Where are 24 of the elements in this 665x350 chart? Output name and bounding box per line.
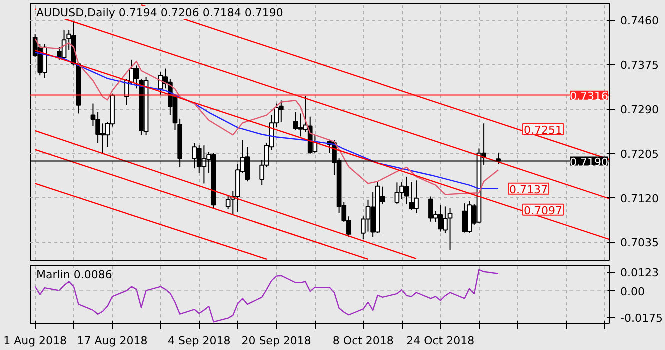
x-tick-label: 17 Aug 2018	[77, 334, 148, 348]
x-tick-label: 1 Aug 2018	[4, 334, 68, 348]
candlestick	[496, 152, 501, 165]
y-tick-label: 0.00	[620, 285, 645, 298]
x-tick-label: 20 Sep 2018	[242, 334, 312, 348]
y-tick-label: 0.7375	[620, 59, 659, 72]
chart-title: Marlin 0.0086	[36, 268, 112, 282]
y-tick-label: 0.7205	[620, 148, 659, 161]
chart-title: AUDUSD,Daily 0.7194 0.7206 0.7184 0.7190	[36, 6, 284, 20]
y-tick-label: 0.0123	[620, 266, 659, 280]
x-tick-label: 8 Oct 2018	[332, 334, 394, 348]
y-tick-label: 0.7120	[620, 192, 659, 206]
y-tick-label: 0.7460	[620, 14, 659, 28]
x-tick-label: 4 Sep 2018	[168, 334, 231, 348]
line-series	[34, 269, 500, 323]
y-tick-label: 0.7290	[620, 104, 659, 117]
annotation: 0.7251	[524, 124, 562, 137]
x-tick-label: 24 Oct 2018	[406, 334, 475, 348]
ref-line-label: 0.7190	[570, 156, 609, 169]
y-tick-label: -0.0175	[620, 312, 663, 325]
y-tick-label: 0.7035	[620, 236, 659, 250]
annotation: 0.7137	[510, 183, 548, 196]
ref-line-label: 0.7316	[570, 90, 609, 103]
annotation: 0.7097	[524, 204, 562, 218]
